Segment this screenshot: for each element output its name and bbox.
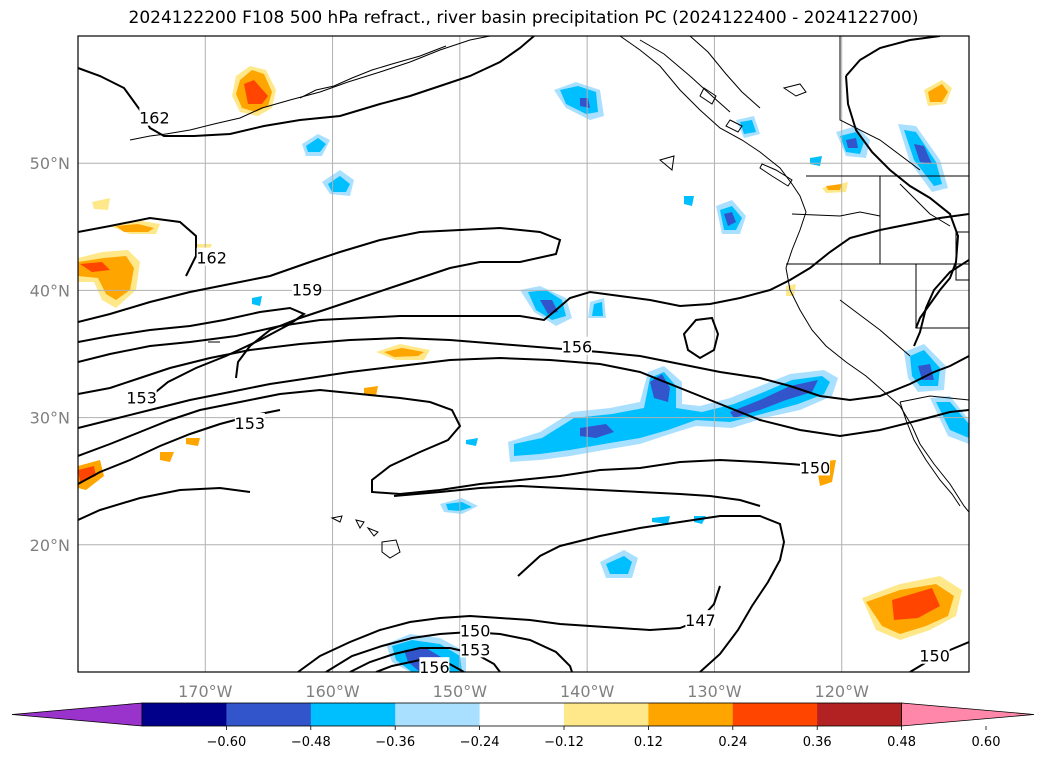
contour-162-west: [78, 216, 197, 277]
colorbar-tick-label: 0.36: [803, 735, 832, 750]
lon-tick-label: 160°W: [305, 682, 360, 701]
island-vancouver: [759, 163, 793, 187]
contour-label-bg: [799, 457, 830, 476]
coastline-baja: [899, 401, 961, 507]
coastline-alaska: [165, 36, 491, 135]
colorbar-tick-label: −0.36: [375, 735, 415, 750]
contour-label-bg: [292, 279, 323, 298]
contour-label: 150: [919, 647, 950, 666]
colorbar-tick-label: 0.60: [972, 735, 1001, 750]
colorbar-tick-label: 0.48: [887, 735, 916, 750]
contour-label: 153: [460, 640, 491, 659]
colorbar-segment: [395, 703, 481, 726]
colorbar-segment: [310, 703, 396, 726]
colorbar-tick-label: −0.24: [460, 735, 500, 750]
contour-label-bg: [139, 107, 170, 126]
colorbar-segment: [817, 703, 903, 726]
colorbar-segment: [732, 703, 818, 726]
lat-tick-label: 40°N: [30, 281, 70, 300]
contour-label: 156: [419, 658, 450, 677]
lon-tick-label: 150°W: [433, 682, 488, 701]
coastline-north-america: [619, 36, 969, 513]
contour-label: 159: [292, 280, 323, 299]
contour-label-bg: [460, 639, 491, 658]
contour-label: 162: [139, 109, 170, 128]
colorbar-segment: [142, 703, 227, 726]
map-title: 2024122200 F108 500 hPa refract., river …: [128, 8, 919, 28]
contour-label-bg: [126, 387, 157, 406]
contour-label-bg: [919, 645, 950, 664]
contour-label: 147: [685, 611, 716, 630]
lon-tick-label: 140°W: [560, 682, 615, 701]
contour-label: 162: [196, 249, 227, 268]
colorbar-tick-label: −0.48: [291, 735, 331, 750]
colorbar-segment: [648, 703, 734, 726]
contour-159: [78, 226, 562, 379]
contour-156: [78, 213, 969, 363]
colorbar-segment: [479, 703, 565, 726]
colorbar-frame: [141, 702, 902, 727]
colorbar-segment: [564, 703, 649, 726]
colorbar-tick-label: 0.12: [634, 735, 663, 750]
contour-162-north: [78, 36, 535, 137]
colorbar-tick-label: −0.60: [206, 735, 246, 750]
negative-anomaly-patches: [252, 82, 969, 672]
colorbar-tick-label: 0.24: [718, 735, 747, 750]
contour-label: 156: [562, 338, 593, 357]
contour-150-south: [78, 486, 251, 521]
border-us-mexico: [899, 395, 969, 403]
lat-tick-label: 50°N: [30, 154, 70, 173]
contour-label: 150: [460, 621, 491, 640]
lon-tick-label: 120°W: [815, 682, 870, 701]
contour-label-bg: [460, 620, 491, 639]
contour-closed-small: [682, 316, 720, 360]
lon-tick-label: 130°W: [687, 682, 742, 701]
contour-153: [78, 336, 969, 402]
precipitation-shading: [78, 66, 969, 672]
colorbar-extend-high: [901, 702, 1035, 727]
lat-tick-label: 20°N: [30, 536, 70, 555]
contour-label-bg: [561, 336, 592, 355]
contour-label: 153: [126, 389, 157, 408]
axis-tick-labels: 170°W 160°W 150°W 140°W 130°W 120°W 20°N 30°N 40…: [30, 154, 869, 701]
contour-label-bg: [196, 247, 227, 266]
contour-label: 153: [235, 414, 266, 433]
contour-label: 150: [800, 458, 831, 477]
contour-label-bg: [419, 657, 450, 676]
colorbar-extend-low: [11, 702, 143, 727]
colorbar-segment: [226, 703, 312, 726]
border-alaska-canada: [839, 36, 921, 171]
colorbar-tick-label: −0.12: [544, 735, 584, 750]
map-frame: [77, 35, 970, 673]
lat-tick-label: 30°N: [30, 409, 70, 428]
islands-hawaii: [330, 515, 401, 559]
colorbar: −0.60 −0.48 −0.36 −0.24 −0.12 0.12 0.24 0.36 0.4…: [11, 702, 1035, 750]
contour-label-bg: [685, 610, 716, 629]
contour-label-bg: [234, 412, 265, 431]
lon-tick-label: 170°W: [178, 682, 233, 701]
